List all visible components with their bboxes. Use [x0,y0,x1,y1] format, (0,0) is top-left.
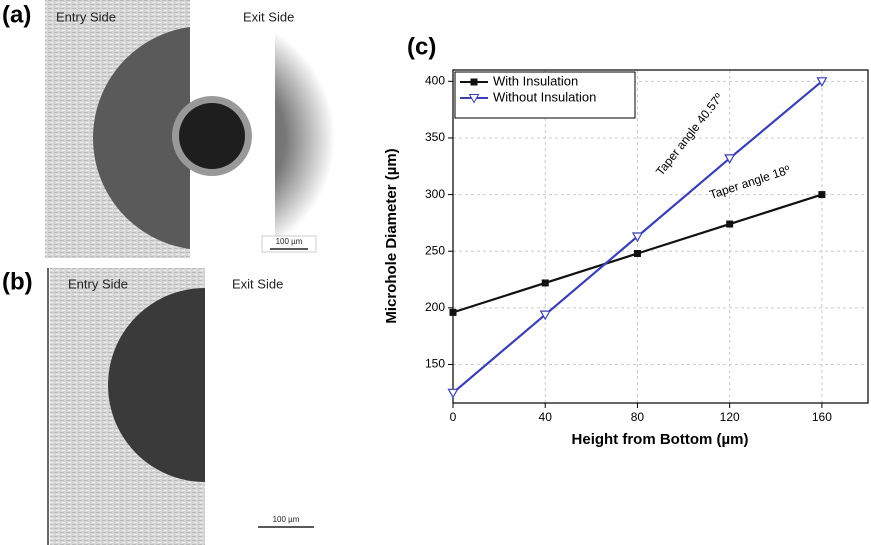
plot-area [453,70,868,403]
marker [818,191,826,199]
micrograph-a [45,0,335,268]
legend-box [454,71,636,119]
marker [724,154,736,165]
legend-label: With Insulation [493,73,578,88]
x-tick-label: 80 [631,410,645,424]
exit-label: Exit Side [243,9,294,24]
marker [539,310,551,321]
scale-label: 100 µm [273,515,300,524]
x-tick-label: 0 [450,410,457,424]
entry-label: Entry Side [56,9,116,24]
marker [631,232,643,243]
panel-label: (b) [2,268,33,295]
panel-label: (a) [2,1,31,28]
y-tick-label: 400 [425,73,445,87]
scale-label: 100 µm [276,237,303,246]
legend-label: Without Insulation [493,89,596,104]
micrograph-b [47,268,330,545]
x-tick-label: 40 [539,410,553,424]
exit-label: Exit Side [232,276,283,291]
panel-label: (c) [407,33,436,60]
x-tick-label: 120 [720,410,740,424]
y-tick-label: 150 [425,357,445,371]
x-axis-label: Height from Bottom (µm) [572,431,749,448]
y-tick-label: 350 [425,130,445,144]
marker [816,77,828,88]
marker [726,220,734,228]
marker [447,388,459,399]
legend-marker [468,94,480,104]
y-tick-label: 200 [425,300,445,314]
entry-label: Entry Side [68,276,128,291]
marker [633,249,641,257]
x-tick-label: 160 [812,410,832,424]
legend-marker [470,78,478,86]
y-tick-label: 300 [425,187,445,201]
marker [449,308,457,316]
marker [541,279,549,287]
y-axis-label: Microhole Diameter (µm) [383,148,400,323]
axis-frame [452,69,869,404]
y-tick-label: 250 [425,243,445,257]
